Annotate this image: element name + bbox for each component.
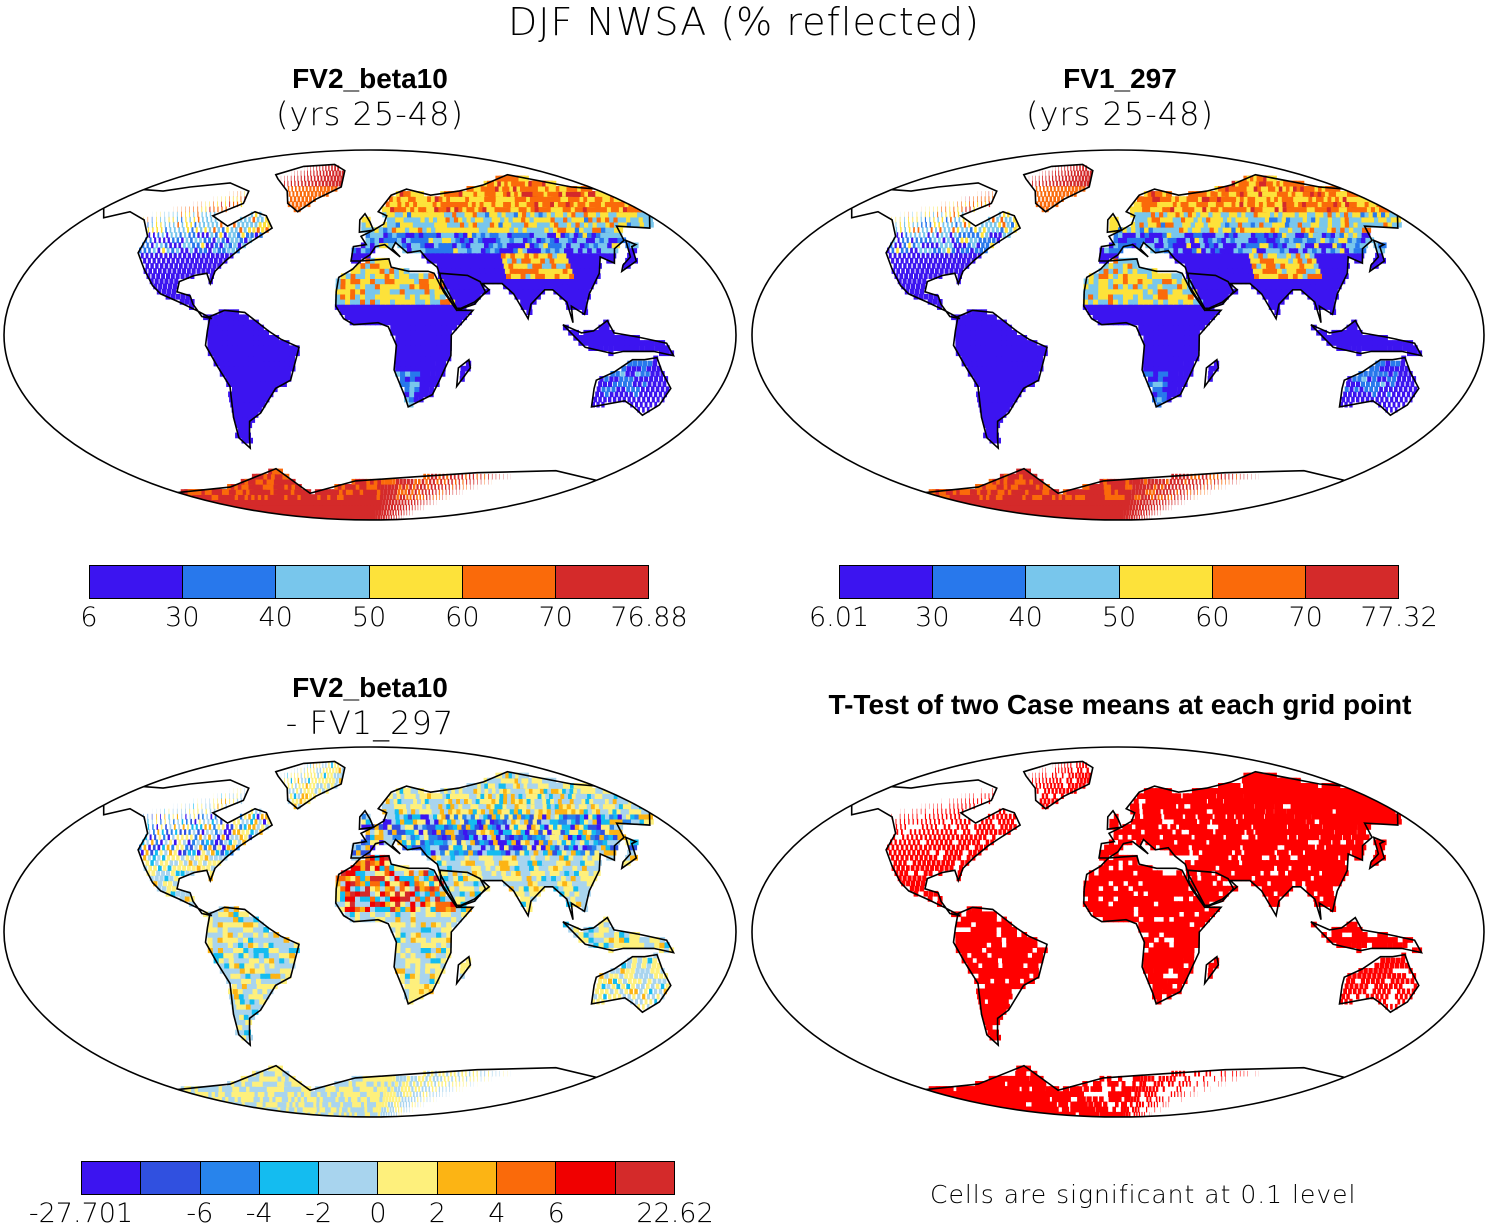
colorbar-tick-label: 6.01 [809, 602, 869, 633]
colorbar-tick-label: 50 [1102, 602, 1136, 633]
colorbar-swatch [201, 1162, 260, 1194]
colorbar-swatch [1026, 566, 1119, 598]
colorbar-tick-label: 60 [1195, 602, 1229, 633]
colorbar-swatch [556, 566, 648, 598]
colorbar-swatch [183, 566, 276, 598]
colorbar-swatch [319, 1162, 378, 1194]
colorbar-swatch [276, 566, 369, 598]
colorbar-tick-label: -2 [305, 1198, 332, 1229]
panel-2-subtitle: (yrs 25-48) [970, 96, 1270, 132]
panel-3-title: FV2_beta10 - FV1_297 [220, 671, 520, 741]
colorbar-tick-label: 60 [445, 602, 479, 633]
map-panel-3 [2, 745, 738, 1119]
colorbar-tick-label: -6 [186, 1198, 213, 1229]
colorbar-swatch [438, 1162, 497, 1194]
colorbar-tick-label: 40 [258, 602, 292, 633]
colorbar-swatch [90, 566, 183, 598]
colorbar-tick-label: 22.62 [636, 1198, 713, 1229]
colorbar-tick-label: 76.88 [610, 602, 687, 633]
colorbar-tick-label: 50 [352, 602, 386, 633]
colorbar-swatch [616, 1162, 674, 1194]
map-panel-1 [2, 148, 738, 522]
colorbar-tick-label: -4 [246, 1198, 273, 1229]
map-panel-4 [750, 745, 1486, 1119]
colorbar-tick-label: 77.32 [1360, 602, 1437, 633]
colorbar-swatch [370, 566, 463, 598]
panel-2-name: FV1_297 [970, 62, 1270, 96]
colorbar-tick-label: 30 [165, 602, 199, 633]
colorbar-tick-label: 70 [538, 602, 572, 633]
colorbar-swatch [556, 1162, 615, 1194]
colorbar-tick-label: 2 [429, 1198, 446, 1229]
colorbar-swatch [1120, 566, 1213, 598]
colorbar-tick-label: 0 [369, 1198, 386, 1229]
colorbar-swatch [933, 566, 1026, 598]
colorbar-swatch [1306, 566, 1398, 598]
panel-1-title: FV2_beta10 (yrs 25-48) [220, 62, 520, 132]
panel-3-subtitle: - FV1_297 [220, 705, 520, 741]
colorbar-panel-1 [89, 565, 649, 599]
panel-3-name: FV2_beta10 [220, 671, 520, 705]
colorbar-swatch [82, 1162, 141, 1194]
map-panel-2 [750, 148, 1486, 522]
map-cells [880, 165, 1422, 520]
significance-note: Cells are significant at 0.1 level [930, 1180, 1356, 1209]
colorbar-swatch [497, 1162, 556, 1194]
colorbar-tick-label: 4 [488, 1198, 505, 1229]
colorbar-tick-label: 6 [548, 1198, 565, 1229]
map-cells [132, 165, 674, 520]
map-cells [132, 762, 674, 1117]
colorbar-tick-label: 70 [1288, 602, 1322, 633]
colorbar-swatch [840, 566, 933, 598]
colorbar-panel-3 [81, 1161, 675, 1195]
panel-4-title: T-Test of two Case means at each grid po… [760, 688, 1480, 722]
colorbar-tick-label: 6 [80, 602, 97, 633]
colorbar-swatch [141, 1162, 200, 1194]
main-title: DJF NWSA (% reflected) [0, 0, 1488, 44]
panel-4-name: T-Test of two Case means at each grid po… [760, 688, 1480, 722]
colorbar-swatch [260, 1162, 319, 1194]
colorbar-swatch [1213, 566, 1306, 598]
colorbar-swatch [378, 1162, 437, 1194]
colorbar-tick-label: -27.701 [29, 1198, 133, 1229]
colorbar-panel-2 [839, 565, 1399, 599]
colorbar-tick-label: 40 [1008, 602, 1042, 633]
panel-1-subtitle: (yrs 25-48) [220, 96, 520, 132]
panel-2-title: FV1_297 (yrs 25-48) [970, 62, 1270, 132]
colorbar-swatch [463, 566, 556, 598]
colorbar-tick-label: 30 [915, 602, 949, 633]
panel-1-name: FV2_beta10 [220, 62, 520, 96]
